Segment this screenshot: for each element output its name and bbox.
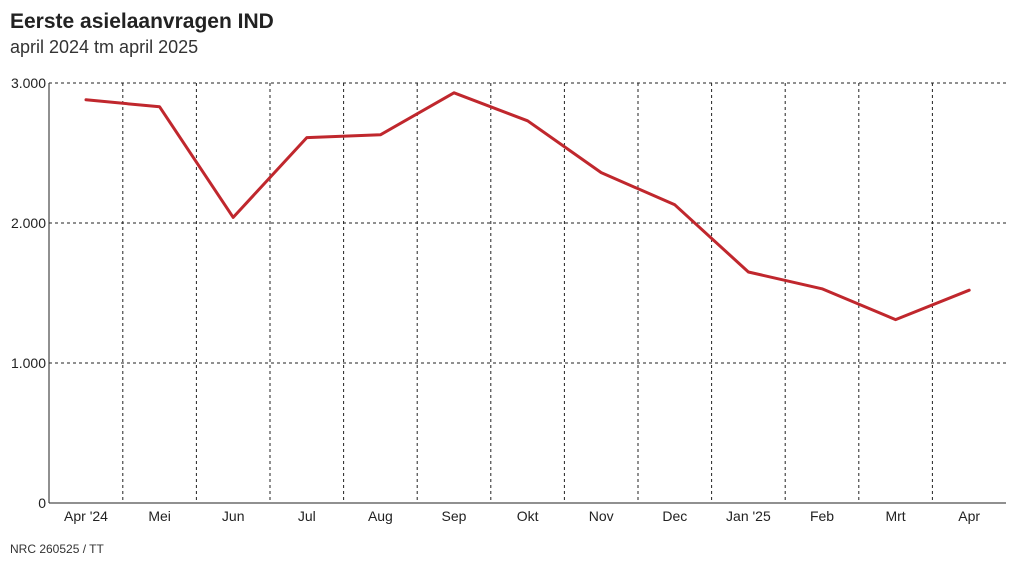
axes [48,83,1006,504]
x-tick-label: Apr '24 [64,508,108,524]
x-tick-label: Okt [517,508,539,524]
x-tick-label: Mrt [885,508,905,524]
x-tick-label: Mei [148,508,171,524]
x-tick-label: Nov [589,508,614,524]
y-tick-label: 1.000 [11,355,46,371]
chart-subtitle: april 2024 tm april 2025 [10,37,199,57]
x-tick-label: Jan '25 [726,508,771,524]
x-tick-label: Aug [368,508,393,524]
x-tick-label: Jul [298,508,316,524]
x-tick-label: Feb [810,508,834,524]
x-tick-label: Apr [958,508,980,524]
x-tick-labels: Apr '24 Mei Jun Jul Aug Sep Okt Nov Dec Jan '25 Fe… [64,508,980,524]
y-tick-label: 2.000 [11,215,46,231]
series-lines [84,91,971,322]
y-tick-label: 3.000 [11,75,46,91]
x-tick-label: Dec [662,508,687,524]
chart-title: Eerste asielaanvragen IND [10,10,274,33]
grid-lines [49,82,1006,503]
y-tick-label: 0 [38,495,46,511]
x-tick-label: Jun [222,508,245,524]
series-line [84,91,971,322]
x-tick-label: Sep [442,508,467,524]
source-credit: NRC 260525 / TT [10,542,104,556]
y-tick-labels: 0 1.000 2.000 3.000 [11,75,46,511]
